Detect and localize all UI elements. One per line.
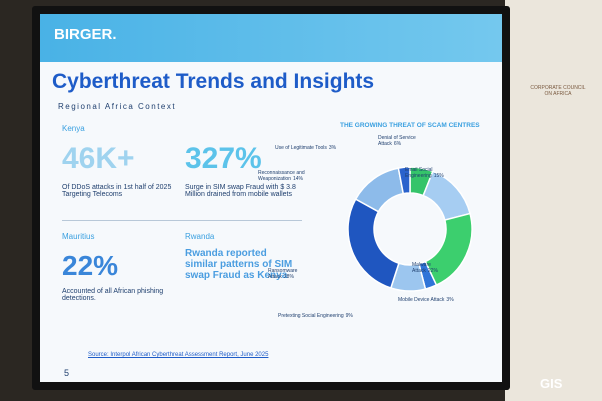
slice-label: Email Social Engineering 15% bbox=[405, 167, 455, 179]
slice-label: Denial of Service Attack 6% bbox=[378, 135, 438, 147]
slice-name: Use of Legitimate Tools bbox=[275, 145, 327, 151]
chart-title: THE GROWING THREAT OF SCAM CENTRES bbox=[340, 122, 480, 129]
kenya-stat: 46K+ bbox=[62, 142, 135, 175]
slice-label: Reconnaissance and Weaponization 14% bbox=[258, 170, 318, 182]
rwanda-text: Rwanda reported similar patterns of SIM … bbox=[185, 248, 293, 281]
slice-label: Mobile Device Attack 3% bbox=[398, 297, 458, 303]
slice-value: 3% bbox=[446, 297, 454, 303]
kenya-label: Kenya bbox=[62, 124, 85, 133]
donut-slice bbox=[347, 198, 400, 289]
slice-name: Denial of Service Attack bbox=[378, 135, 416, 147]
slice-label: Malware Attack 22% bbox=[412, 262, 452, 274]
slice-name: Mobile Device Attack bbox=[398, 297, 445, 303]
slice-name: Reconnaissance and Weaponization bbox=[258, 170, 305, 182]
slice-name: Pretexting Social Engineering bbox=[278, 313, 344, 319]
slide: BIRGER. Cyberthreat Trends and Insights … bbox=[40, 14, 502, 382]
donut-chart bbox=[347, 166, 473, 292]
slice-name: Email Social Engineering bbox=[405, 167, 433, 179]
slice-value: 3% bbox=[328, 145, 337, 151]
title: Cyberthreat Trends and Insights bbox=[52, 70, 375, 93]
slice-value: 6% bbox=[393, 141, 402, 147]
slice-label: Ransomware Attack 28% bbox=[268, 268, 313, 280]
kenya-text: Of DDoS attacks in 1st half of 2025 Targ… bbox=[62, 184, 172, 198]
slice-name: Malware Attack bbox=[412, 262, 431, 274]
slice-value: 28% bbox=[283, 274, 294, 280]
slice-value: 14% bbox=[293, 176, 304, 182]
header-band bbox=[40, 14, 502, 62]
watermark: GIS bbox=[540, 376, 563, 391]
wall-sign: CORPORATE COUNCIL ON AFRICA bbox=[530, 85, 586, 97]
wall bbox=[505, 0, 602, 401]
slice-name: Ransomware Attack bbox=[268, 268, 298, 280]
subtitle: Regional Africa Context bbox=[58, 102, 177, 111]
source: Source: Interpol African Cyberthreat Ass… bbox=[88, 352, 269, 358]
mauritius-label: Mauritius bbox=[62, 232, 95, 241]
separator bbox=[62, 220, 302, 221]
slice-value: 15% bbox=[433, 173, 444, 179]
rwanda-label: Rwanda bbox=[185, 232, 215, 241]
slice-value: 22% bbox=[427, 268, 438, 274]
kenya-text: Surge in SIM swap Fraud with $ 3.8 Milli… bbox=[185, 184, 296, 198]
page-number: 5 bbox=[64, 368, 70, 378]
slice-label: Pretexting Social Engineering 9% bbox=[278, 313, 368, 319]
mauritius-stat: 22% bbox=[62, 250, 119, 281]
kenya-stat: 327% bbox=[185, 142, 262, 175]
slice-label: Use of Legitimate Tools 3% bbox=[275, 145, 345, 151]
logo: BIRGER. bbox=[54, 26, 117, 43]
mauritius-text: Accounted of all African phishing detect… bbox=[62, 288, 164, 302]
donut-slice bbox=[424, 212, 473, 287]
donut-slice bbox=[397, 166, 411, 195]
slice-value: 9% bbox=[345, 313, 353, 319]
